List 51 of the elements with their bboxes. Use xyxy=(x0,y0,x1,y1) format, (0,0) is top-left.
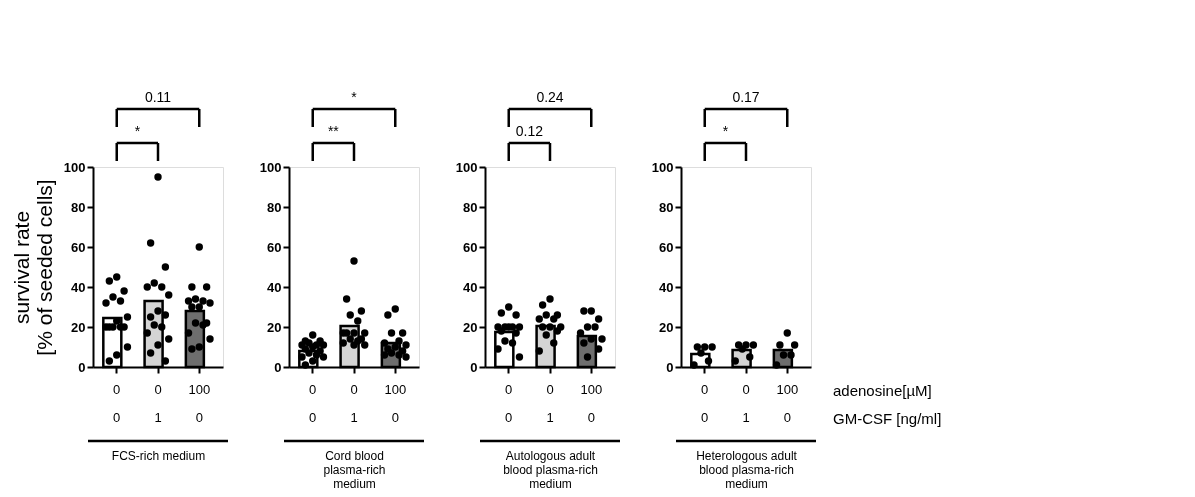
y-tick-label: 60 xyxy=(659,239,674,255)
y-tick-label: 0 xyxy=(666,359,674,375)
y-tick-label: 40 xyxy=(267,279,282,295)
y-tick-label: 0 xyxy=(470,359,478,375)
y-tick-label: 20 xyxy=(463,319,478,335)
x-axis-title: Cord blood plasma-rich medium xyxy=(323,448,386,491)
y-tick-label: 40 xyxy=(463,279,478,295)
x-tick-label: 0 0 xyxy=(309,381,317,425)
x-tick-label: 0 1 xyxy=(350,381,358,425)
y-tick-label: 40 xyxy=(659,279,674,295)
y-tick-label: 100 xyxy=(259,159,282,175)
x-tick-label: 0 1 xyxy=(154,381,162,425)
y-tick-label: 80 xyxy=(267,199,282,215)
y-tick-label: 20 xyxy=(659,319,674,335)
x-tick-label: 100 0 xyxy=(188,381,211,425)
text: 0.11 xyxy=(144,89,172,105)
y-tick-label: 20 xyxy=(71,319,86,335)
x-tick-label: 0 1 xyxy=(546,381,554,425)
text: * xyxy=(134,123,141,139)
y-tick-label: 100 xyxy=(651,159,674,175)
x-axis-title: Autologous adult blood plasma-rich medium xyxy=(503,448,598,491)
text: 0.24 xyxy=(536,89,564,105)
y-tick-label: 20 xyxy=(267,319,282,335)
x-tick-label: 0 0 xyxy=(701,381,709,425)
y-tick-label: 60 xyxy=(71,239,86,255)
text: adenosine[µM] xyxy=(833,382,932,399)
y-tick-label: 100 xyxy=(63,159,86,175)
text: * xyxy=(722,123,729,139)
x-tick-label: 100 0 xyxy=(580,381,603,425)
x-tick-label: 0 0 xyxy=(113,381,121,425)
text: 0.17 xyxy=(732,89,760,105)
text: ** xyxy=(327,123,340,139)
y-tick-label: 60 xyxy=(267,239,282,255)
x-tick-label: 100 0 xyxy=(384,381,407,425)
y-tick-label: 40 xyxy=(71,279,86,295)
y-tick-label: 60 xyxy=(463,239,478,255)
y-tick-label: 80 xyxy=(71,199,86,215)
text: * xyxy=(351,89,358,105)
text: 0.12 xyxy=(515,123,544,139)
x-tick-label: 0 1 xyxy=(742,381,750,425)
y-axis-title: survival rate [% of seeded cells] xyxy=(9,179,56,356)
x-axis-title: Heterologous adult blood plasma-rich medium xyxy=(696,448,798,491)
y-tick-label: 0 xyxy=(78,359,86,375)
y-tick-label: 100 xyxy=(455,159,478,175)
x-axis-title: FCS-rich medium xyxy=(111,448,206,463)
x-tick-label: 0 0 xyxy=(505,381,513,425)
y-tick-label: 80 xyxy=(463,199,478,215)
y-tick-label: 0 xyxy=(274,359,282,375)
text: GM-CSF [ng/ml] xyxy=(833,410,942,427)
y-tick-label: 80 xyxy=(659,199,674,215)
x-tick-label: 100 0 xyxy=(776,381,799,425)
